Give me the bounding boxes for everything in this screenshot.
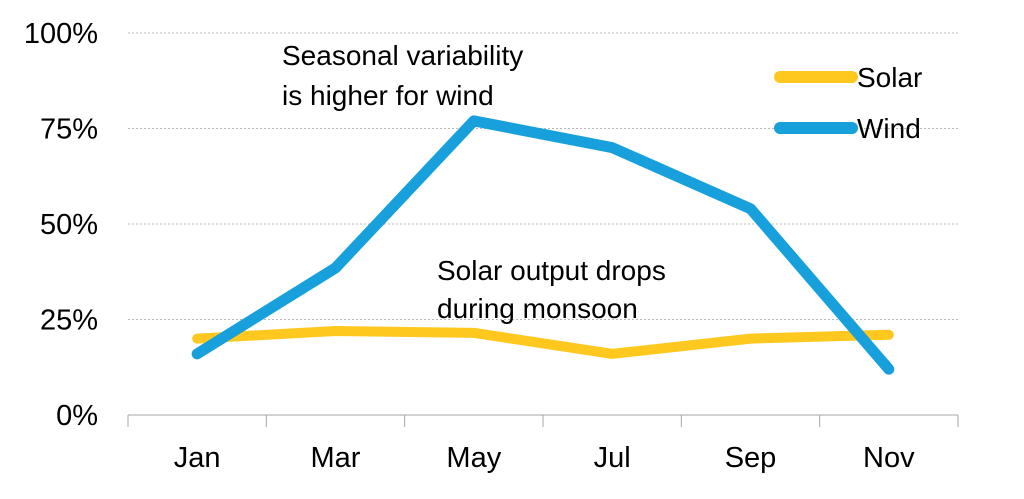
annotation-solar: Solar output drops during monsoon (437, 255, 666, 324)
annotation-solar-line-2: during monsoon (437, 293, 638, 324)
annotation-wind-line-2: is higher for wind (282, 80, 494, 111)
x-tick-label: Mar (311, 442, 361, 474)
legend-label-solar: Solar (857, 62, 922, 93)
annotation-wind: Seasonal variability is higher for wind (282, 40, 523, 111)
series-line-wind (191, 115, 895, 375)
annotation-wind-line-1: Seasonal variability (282, 40, 523, 71)
y-axis: 0% 25% 50% 75% 100% (24, 18, 98, 432)
x-tick-label: Jan (174, 442, 221, 474)
y-tick-label: 100% (24, 18, 98, 50)
y-tick-label: 0% (56, 400, 98, 432)
legend: Solar Wind (774, 62, 922, 144)
series-lines (191, 115, 895, 375)
x-axis: Jan Mar May Jul Sep Nov (127, 414, 959, 474)
x-tick-label: Jul (594, 442, 631, 474)
annotation-solar-line-1: Solar output drops (437, 255, 666, 286)
legend-label-wind: Wind (857, 113, 921, 144)
series-line-solar (192, 325, 894, 359)
x-tick-label: Sep (725, 442, 777, 474)
y-tick-label: 50% (40, 209, 98, 241)
x-tick-label: Nov (863, 442, 915, 474)
x-tick-label: May (446, 442, 501, 474)
y-tick-label: 75% (40, 114, 98, 146)
y-tick-label: 25% (40, 305, 98, 337)
